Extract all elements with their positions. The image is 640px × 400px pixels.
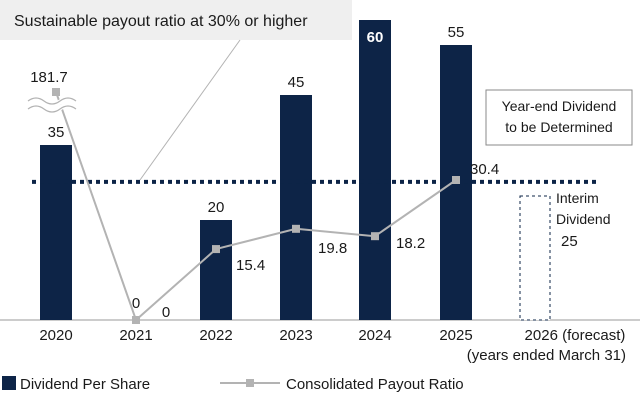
bar-2024 [359, 20, 391, 320]
x-tick-2: 2022 [199, 327, 232, 344]
x-tick-0: 2020 [39, 327, 72, 344]
year-end-note-line1: Year-end Dividend [502, 98, 617, 114]
payout-label-2024: 18.2 [396, 235, 425, 252]
callout-pointer [139, 39, 241, 181]
x-tick-6: 2026 (forecast) [525, 327, 626, 344]
payout-ratio-series [26, 88, 460, 324]
legend-bar-label: Dividend Per Share [20, 376, 150, 393]
bar-series [40, 20, 472, 320]
payout-point-2024 [371, 232, 379, 241]
x-tick-5: 2025 [439, 327, 472, 344]
payout-label-2025: 30.4 [470, 161, 499, 178]
axis-note: (years ended March 31) [467, 347, 626, 364]
x-tick-3: 2023 [279, 327, 312, 344]
payout-point-2025 [452, 176, 460, 184]
payout-label-2022: 15.4 [236, 257, 265, 274]
callout-box [0, 0, 352, 40]
axis-break-mask [26, 96, 78, 114]
payout-point-2022 [212, 245, 220, 254]
payout-point-2021 [132, 316, 140, 324]
bar-label-2023: 45 [288, 74, 305, 91]
x-tick-4: 2024 [358, 327, 391, 344]
bar-label-2020: 35 [48, 124, 65, 141]
axis-break-icon [27, 97, 77, 113]
bar-2022 [200, 220, 232, 320]
payout-point-2023 [292, 224, 300, 233]
x-tick-labels: 2020 2021 2022 2023 2024 2025 2026 (forecast) [39, 327, 625, 344]
payout-label-2020: 181.7 [30, 69, 68, 86]
bar-label-2024: 60 [367, 29, 384, 46]
payout-ratio-line [55, 91, 457, 322]
legend-line-marker [246, 379, 254, 387]
line-value-labels: 181.7 0 15.4 19.8 18.2 30.4 [30, 69, 499, 321]
legend-bar-swatch [2, 376, 16, 390]
interim-note-value: 25 [561, 233, 578, 250]
year-end-note-box [485, 89, 633, 146]
bar-label-2021: 0 [132, 295, 140, 312]
payout-point-2020 [52, 88, 60, 96]
bar-2023 [280, 95, 312, 320]
bar-label-2022: 20 [208, 199, 225, 216]
bar-value-labels: 35 0 20 45 60 55 [48, 24, 465, 312]
bar-label-2025: 55 [448, 24, 465, 41]
interim-dividend-bar [519, 195, 551, 321]
legend-line-label: Consolidated Payout Ratio [286, 376, 464, 393]
payout-label-2021: 0 [162, 304, 170, 321]
x-tick-1: 2021 [119, 327, 152, 344]
interim-note-line1: Interim [556, 190, 599, 206]
interim-note-line2: Dividend [556, 211, 610, 227]
year-end-note-line2: to be Determined [505, 119, 612, 135]
bar-2020 [40, 145, 72, 320]
callout-text: Sustainable payout ratio at 30% or highe… [14, 13, 308, 30]
payout-label-2023: 19.8 [318, 240, 347, 257]
